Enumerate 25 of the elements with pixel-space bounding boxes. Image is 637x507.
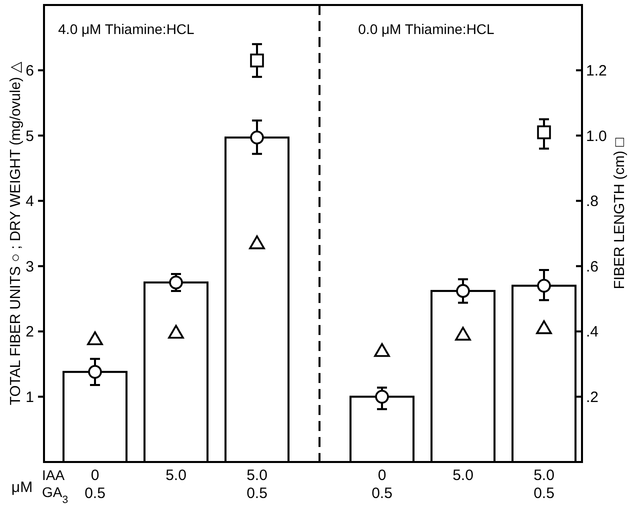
y2-axis-title: FIBER LENGTH (cm) □ bbox=[612, 138, 628, 290]
y-axis-title: TOTAL FIBER UNITS ○ ; DRY WEIGHT (mg/ovule) △ bbox=[8, 60, 24, 406]
y2-tick-label: .4 bbox=[586, 324, 599, 341]
x-tick-label: 5.0 0.5 bbox=[246, 467, 268, 502]
x-tick-label: 5.0 bbox=[166, 467, 186, 484]
y-tick-label: 4 bbox=[26, 193, 34, 210]
y2-tick-label: .2 bbox=[586, 388, 599, 406]
y2-tick-label: 1.2 bbox=[586, 62, 607, 80]
text: GA$_{3}$ bbox=[42, 484, 68, 506]
y2-tick-label: 1.0 bbox=[586, 128, 607, 145]
y2-tick-label: .8 bbox=[586, 193, 599, 210]
y-tick-label: 3 bbox=[26, 258, 34, 276]
y-tick-label: 6 bbox=[26, 62, 34, 80]
y2-tick-label: .6 bbox=[586, 258, 599, 276]
y-tick-label: 2 bbox=[26, 324, 34, 341]
x-tick-label: 0 0.5 bbox=[372, 467, 392, 502]
text: μM bbox=[11, 479, 33, 496]
y-tick-label: 5 bbox=[26, 128, 34, 145]
x-tick-label: 5.0 0.5 bbox=[534, 467, 554, 502]
y-tick-label: 1 bbox=[26, 388, 34, 406]
x-tick-label: 5.0 bbox=[452, 467, 474, 484]
x-tick-label: 0 0.5 bbox=[84, 467, 106, 502]
annotation: 0.0 μM Thiamine:HCL bbox=[358, 21, 495, 37]
annotation: 4.0 μM Thiamine:HCL bbox=[58, 21, 195, 37]
text: IAA bbox=[42, 467, 66, 483]
